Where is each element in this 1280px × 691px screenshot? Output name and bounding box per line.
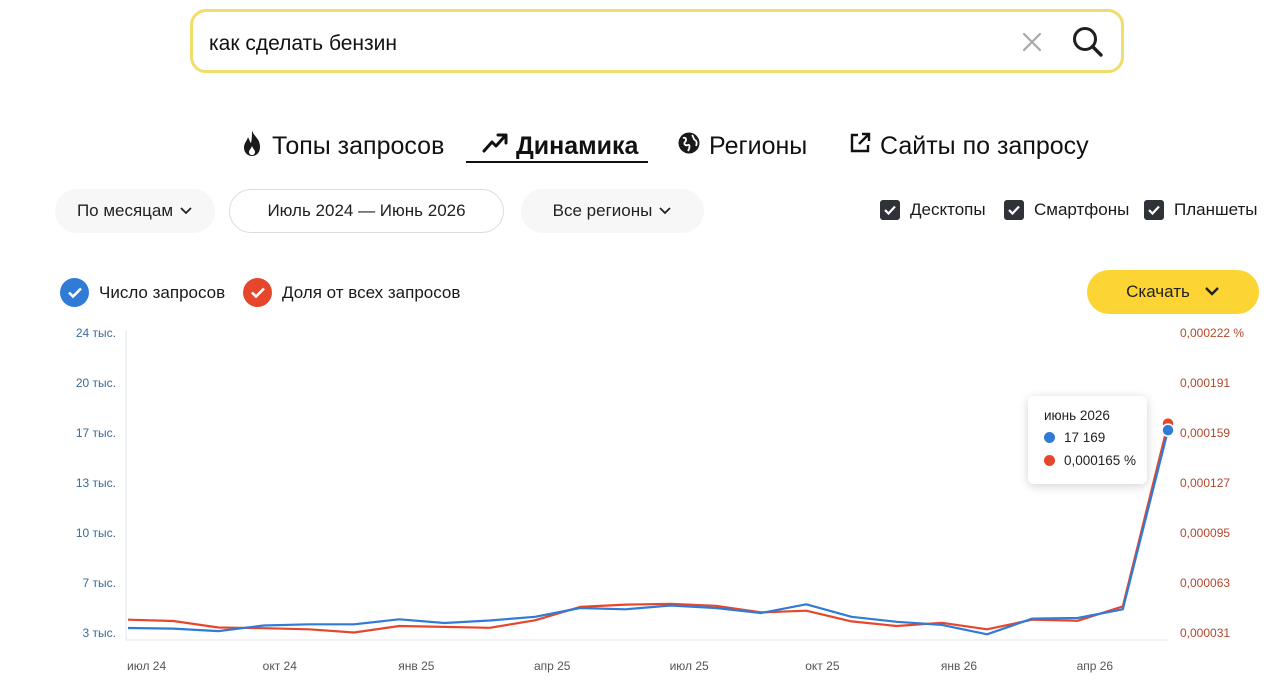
tooltip-count-value: 17 169 xyxy=(1064,430,1106,445)
tab-label: Динамика xyxy=(516,131,639,160)
chevron-down-icon xyxy=(658,201,672,221)
period-label: По месяцам xyxy=(76,201,174,220)
tab-regions[interactable]: Регионы xyxy=(677,128,807,164)
tooltip-share-dot xyxy=(1044,455,1055,466)
globe-icon xyxy=(677,131,701,162)
x-tick-label: окт 24 xyxy=(262,659,297,673)
desktop-checkbox[interactable]: Десктопы xyxy=(880,200,986,220)
close-icon[interactable] xyxy=(1019,29,1045,55)
left-tick-label: 17 тыс. xyxy=(75,426,116,440)
tab-label: Топы запросов xyxy=(272,131,445,160)
left-tick-label: 3 тыс. xyxy=(82,626,116,640)
legend-share-label: Доля от всех запросов xyxy=(282,282,461,302)
tab-top-queries[interactable]: Топы запросов xyxy=(240,128,444,164)
series-line-share xyxy=(127,423,1170,634)
chart-tooltip: июнь 2026 17 169 0,000165 % xyxy=(1028,396,1147,484)
legend-share-toggle[interactable]: Доля от всех запросов xyxy=(243,278,460,307)
x-tick-label: янв 25 xyxy=(398,659,435,673)
tooltip-count-row: 17 169 xyxy=(1044,430,1105,445)
series-line-count xyxy=(127,429,1170,636)
tablet-label: Планшеты xyxy=(1174,200,1258,219)
right-tick-label: 0,000191 xyxy=(1180,376,1231,390)
checkbox-check-icon xyxy=(1004,200,1024,220)
x-tick-label: янв 26 xyxy=(940,659,978,673)
right-tick-label: 0,000095 xyxy=(1180,526,1231,540)
date-range-picker[interactable]: Июль 2024 — Июнь 2026 xyxy=(229,189,504,233)
tooltip-share-row: 0,000165 % xyxy=(1044,453,1136,468)
tab-sites[interactable]: Сайты по запросу xyxy=(848,128,1089,164)
right-tick-label: 0,000222 % xyxy=(1180,326,1245,340)
period-select[interactable]: По месяцам xyxy=(55,189,215,233)
tab-dynamics[interactable]: Динамика xyxy=(482,128,638,164)
trend-icon xyxy=(482,132,508,161)
tabs-bar: Топы запросов Динамика Регионы Сайты по … xyxy=(0,128,1280,168)
active-tab-indicator xyxy=(466,161,648,163)
desktop-label: Десктопы xyxy=(910,200,986,219)
region-select[interactable]: Все регионы xyxy=(521,189,704,233)
x-tick-label: апр 25 xyxy=(533,659,571,673)
tooltip-share-value: 0,000165 % xyxy=(1064,453,1137,468)
tab-label: Регионы xyxy=(709,131,808,160)
tooltip-title: июнь 2026 xyxy=(1044,408,1110,423)
smartphone-checkbox[interactable]: Смартфоны xyxy=(1004,200,1129,220)
download-label: Скачать xyxy=(1126,282,1190,301)
left-tick-label: 20 тыс. xyxy=(75,376,116,390)
x-tick-label: окт 25 xyxy=(805,659,840,673)
legend-count-label: Число запросов xyxy=(99,282,226,302)
left-tick-label: 13 тыс. xyxy=(75,476,116,490)
chevron-down-icon xyxy=(1204,282,1220,302)
search-icon[interactable] xyxy=(1071,25,1105,59)
download-button[interactable]: Скачать xyxy=(1087,270,1259,314)
search-box[interactable] xyxy=(190,9,1124,73)
legend-count-toggle[interactable]: Число запросов xyxy=(60,278,225,307)
left-tick-label: 10 тыс. xyxy=(75,526,116,540)
check-icon xyxy=(60,278,89,307)
check-icon xyxy=(243,278,272,307)
checkbox-check-icon xyxy=(1144,200,1164,220)
x-tick-label: апр 26 xyxy=(1076,659,1114,673)
x-tick-label: июл 25 xyxy=(669,659,709,673)
left-tick-label: 7 тыс. xyxy=(82,576,116,590)
region-label: Все регионы xyxy=(552,201,653,220)
right-tick-label: 0,000063 xyxy=(1180,576,1231,590)
tooltip-count-dot xyxy=(1044,432,1055,443)
checkbox-check-icon xyxy=(880,200,900,220)
search-input[interactable] xyxy=(209,32,989,56)
point-share-last xyxy=(1161,416,1175,431)
date-range-label: Июль 2024 — Июнь 2026 xyxy=(267,201,466,220)
x-tick-label: июл 24 xyxy=(127,659,167,673)
chevron-down-icon xyxy=(179,201,193,221)
right-tick-label: 0,000159 xyxy=(1180,426,1231,440)
tablet-checkbox[interactable]: Планшеты xyxy=(1144,200,1258,220)
right-tick-label: 0,000127 xyxy=(1180,476,1231,490)
point-count-last xyxy=(1161,423,1175,437)
smartphone-label: Смартфоны xyxy=(1034,200,1130,219)
tab-label: Сайты по запросу xyxy=(880,131,1089,160)
left-tick-label: 24 тыс. xyxy=(75,326,116,340)
external-link-icon xyxy=(848,131,872,162)
fire-icon xyxy=(240,129,264,164)
right-tick-label: 0,000031 xyxy=(1180,626,1231,640)
